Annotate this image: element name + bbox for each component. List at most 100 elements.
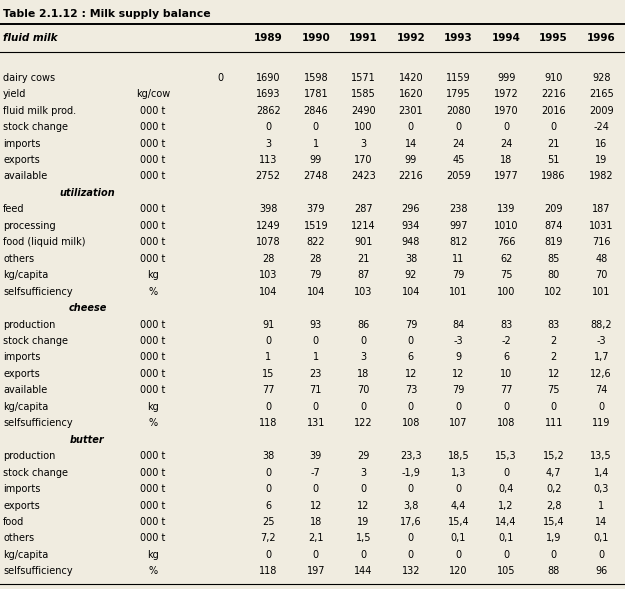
Text: 398: 398 bbox=[259, 204, 278, 214]
Text: 18,5: 18,5 bbox=[448, 451, 469, 461]
Text: 901: 901 bbox=[354, 237, 372, 247]
Text: 86: 86 bbox=[357, 319, 369, 329]
Text: 0: 0 bbox=[265, 468, 271, 478]
Text: 3: 3 bbox=[360, 138, 366, 148]
Text: 12,6: 12,6 bbox=[591, 369, 612, 379]
Text: 1994: 1994 bbox=[492, 34, 521, 43]
Text: 85: 85 bbox=[548, 254, 560, 264]
Text: stock change: stock change bbox=[3, 122, 68, 132]
Text: 87: 87 bbox=[357, 270, 369, 280]
Text: kg/cow: kg/cow bbox=[136, 89, 170, 99]
Text: 88: 88 bbox=[548, 567, 560, 577]
Text: processing: processing bbox=[3, 221, 56, 231]
Text: imports: imports bbox=[3, 352, 41, 362]
Text: 0,1: 0,1 bbox=[451, 534, 466, 544]
Text: 120: 120 bbox=[449, 567, 468, 577]
Text: 0: 0 bbox=[312, 402, 319, 412]
Text: 111: 111 bbox=[544, 418, 563, 428]
Text: 2: 2 bbox=[551, 336, 557, 346]
Text: production: production bbox=[3, 319, 56, 329]
Text: 18: 18 bbox=[309, 517, 322, 527]
Text: 118: 118 bbox=[259, 418, 278, 428]
Text: 75: 75 bbox=[548, 385, 560, 395]
Text: kg/capita: kg/capita bbox=[3, 402, 48, 412]
Text: 948: 948 bbox=[402, 237, 420, 247]
Text: feed: feed bbox=[3, 204, 24, 214]
Text: 1159: 1159 bbox=[446, 72, 471, 82]
Text: 1,7: 1,7 bbox=[594, 352, 609, 362]
Text: 39: 39 bbox=[309, 451, 322, 461]
Text: exports: exports bbox=[3, 501, 40, 511]
Text: 77: 77 bbox=[262, 385, 274, 395]
Text: 999: 999 bbox=[497, 72, 515, 82]
Text: 45: 45 bbox=[452, 155, 465, 165]
Text: 0: 0 bbox=[408, 534, 414, 544]
Text: 108: 108 bbox=[497, 418, 515, 428]
Text: 1519: 1519 bbox=[304, 221, 328, 231]
Text: 000 t: 000 t bbox=[141, 468, 166, 478]
Text: 000 t: 000 t bbox=[141, 369, 166, 379]
Text: 103: 103 bbox=[259, 270, 278, 280]
Text: 0,3: 0,3 bbox=[594, 484, 609, 494]
Text: fluid milk prod.: fluid milk prod. bbox=[3, 105, 76, 115]
Text: 0: 0 bbox=[217, 72, 224, 82]
Text: 716: 716 bbox=[592, 237, 611, 247]
Text: fluid milk: fluid milk bbox=[3, 34, 57, 43]
Text: 15,4: 15,4 bbox=[448, 517, 469, 527]
Text: %: % bbox=[149, 418, 158, 428]
Text: 10: 10 bbox=[500, 369, 512, 379]
Text: 000 t: 000 t bbox=[141, 221, 166, 231]
Text: 0: 0 bbox=[265, 484, 271, 494]
Text: 93: 93 bbox=[309, 319, 322, 329]
Text: 18: 18 bbox=[357, 369, 369, 379]
Text: -1,9: -1,9 bbox=[401, 468, 421, 478]
Text: 14: 14 bbox=[595, 517, 608, 527]
Text: 2423: 2423 bbox=[351, 171, 376, 181]
Text: 132: 132 bbox=[402, 567, 420, 577]
Text: 1249: 1249 bbox=[256, 221, 281, 231]
Text: 1420: 1420 bbox=[399, 72, 423, 82]
Text: 6: 6 bbox=[265, 501, 271, 511]
Text: 379: 379 bbox=[306, 204, 325, 214]
Text: Table 2.1.12 : Milk supply balance: Table 2.1.12 : Milk supply balance bbox=[3, 9, 211, 19]
Text: 28: 28 bbox=[262, 254, 274, 264]
Text: 1214: 1214 bbox=[351, 221, 376, 231]
Text: 2165: 2165 bbox=[589, 89, 614, 99]
Text: 21: 21 bbox=[548, 138, 560, 148]
Text: 74: 74 bbox=[595, 385, 608, 395]
Text: 0: 0 bbox=[456, 550, 462, 560]
Text: 2216: 2216 bbox=[541, 89, 566, 99]
Text: 1781: 1781 bbox=[304, 89, 328, 99]
Text: 000 t: 000 t bbox=[141, 319, 166, 329]
Text: 1993: 1993 bbox=[444, 34, 473, 43]
Text: 1,2: 1,2 bbox=[498, 501, 514, 511]
Text: 0: 0 bbox=[598, 402, 604, 412]
Text: 910: 910 bbox=[544, 72, 563, 82]
Text: 84: 84 bbox=[452, 319, 464, 329]
Text: 105: 105 bbox=[497, 567, 516, 577]
Text: 38: 38 bbox=[262, 451, 274, 461]
Text: 0: 0 bbox=[503, 468, 509, 478]
Text: 0: 0 bbox=[456, 484, 462, 494]
Text: 2016: 2016 bbox=[541, 105, 566, 115]
Text: 209: 209 bbox=[544, 204, 563, 214]
Text: 1010: 1010 bbox=[494, 221, 518, 231]
Text: exports: exports bbox=[3, 155, 40, 165]
Text: 2216: 2216 bbox=[399, 171, 423, 181]
Text: 0: 0 bbox=[456, 402, 462, 412]
Text: 19: 19 bbox=[357, 517, 369, 527]
Text: 21: 21 bbox=[357, 254, 369, 264]
Text: 0: 0 bbox=[503, 122, 509, 132]
Text: 88,2: 88,2 bbox=[591, 319, 612, 329]
Text: 0: 0 bbox=[408, 484, 414, 494]
Text: 000 t: 000 t bbox=[141, 105, 166, 115]
Text: 0: 0 bbox=[265, 550, 271, 560]
Text: 79: 79 bbox=[405, 319, 417, 329]
Text: 1: 1 bbox=[312, 352, 319, 362]
Text: 1078: 1078 bbox=[256, 237, 281, 247]
Text: 0: 0 bbox=[408, 336, 414, 346]
Text: 2: 2 bbox=[551, 352, 557, 362]
Text: 2752: 2752 bbox=[256, 171, 281, 181]
Text: 1: 1 bbox=[312, 138, 319, 148]
Text: kg: kg bbox=[148, 550, 159, 560]
